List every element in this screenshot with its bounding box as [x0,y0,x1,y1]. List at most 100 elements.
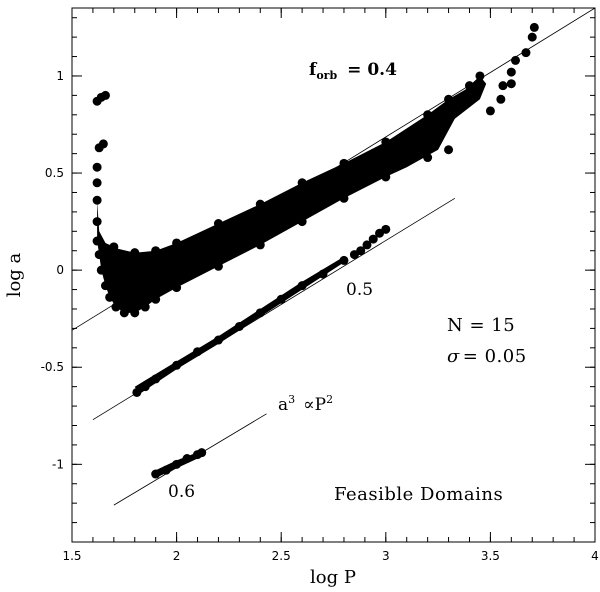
data-point [213,261,223,271]
data-point [339,158,349,168]
data-point [197,448,207,458]
y-tick-label: 0.5 [45,166,64,180]
x-tick-label: 3 [382,549,390,563]
data-point [105,292,115,302]
data-point [423,153,433,163]
sigma-label: σ = 0.05 [447,346,527,367]
data-point [140,302,150,312]
data-point [92,178,102,188]
forb-subscript: orb [316,69,337,82]
forb-label: forb = 0.4 [309,60,397,82]
data-point [276,294,286,304]
data-point [506,79,516,89]
forb-symbol: f [309,60,318,80]
data-point [151,246,161,256]
data-point [111,302,121,312]
data-point [444,145,454,155]
data-point [339,255,349,265]
data-point [172,459,182,469]
data-point [444,94,454,104]
y-tick-label: 1 [56,69,64,83]
sigma-symbol: σ [447,346,460,367]
data-point [423,110,433,120]
data-point [506,67,516,77]
data-point [255,199,265,209]
data-point [381,224,391,234]
data-point [98,139,108,149]
law-a: a [278,395,288,415]
data-point [213,335,223,345]
data-point [362,240,372,250]
data-point [464,81,474,91]
data-point [356,246,366,256]
x-tick-label: 2 [173,549,181,563]
n-label: N = 15 [447,315,515,336]
y-tick-label: -0.5 [41,360,64,374]
data-point [381,137,391,147]
kepler-law-label: a3 ∝P2 [278,393,333,415]
data-point [521,48,531,58]
sigma-value: = 0.05 [463,346,527,367]
data-point [151,294,161,304]
data-point [92,236,102,246]
y-tick-label: -1 [52,457,64,471]
data-point [234,321,244,331]
data-point [339,193,349,203]
data-point [92,217,102,227]
data-point [368,234,378,244]
data-point [255,240,265,250]
data-point [161,465,171,475]
data-point [213,219,223,229]
data-point [485,106,495,116]
data-point [182,454,192,464]
data-point [130,308,140,318]
x-tick-label: 2.5 [272,549,291,563]
data-point [172,360,182,370]
data-point [475,71,485,81]
data-point [92,195,102,205]
plot-frame [71,7,596,543]
data-point [109,242,119,252]
data-point [172,283,182,293]
x-tick-label: 1.5 [62,549,81,563]
data-point [498,81,508,91]
forb-value: = 0.4 [347,60,397,80]
data-point [151,469,161,479]
data-point [119,308,129,318]
data-point [94,250,104,260]
data-point [318,269,328,279]
data-point [193,347,203,357]
data-point [527,32,537,42]
label-06: 0.6 [168,482,195,502]
data-point [297,178,307,188]
data-point [381,172,391,182]
data-point [130,248,140,258]
axis-ticks: 1.5 2 2.5 3 3.5 4 1 0.5 0 -0.5 -1 [41,8,599,563]
y-tick-label: 0 [56,263,64,277]
x-axis-label: log P [310,567,356,588]
data-point [151,374,161,384]
law-a-exponent: 3 [288,393,295,406]
data-point [297,281,307,291]
data-point [460,90,470,100]
data-point [529,22,539,32]
data-point [255,308,265,318]
data-point [140,382,150,392]
data-point [511,55,521,65]
law-proportional: ∝P [303,395,326,415]
data-point [100,281,110,291]
x-tick-label: 4 [591,549,599,563]
label-05: 0.5 [346,280,373,300]
data-point [132,387,142,397]
cluster-region-04 [97,76,487,313]
data-point [100,90,110,100]
law-p-exponent: 2 [326,393,333,406]
panel-title: Feasible Domains [334,484,503,505]
scatter-clusters [92,22,539,479]
data-point [96,265,106,275]
data-point [172,238,182,248]
y-axis-label: log a [4,252,25,297]
data-point [496,94,506,104]
x-tick-label: 3.5 [481,549,500,563]
